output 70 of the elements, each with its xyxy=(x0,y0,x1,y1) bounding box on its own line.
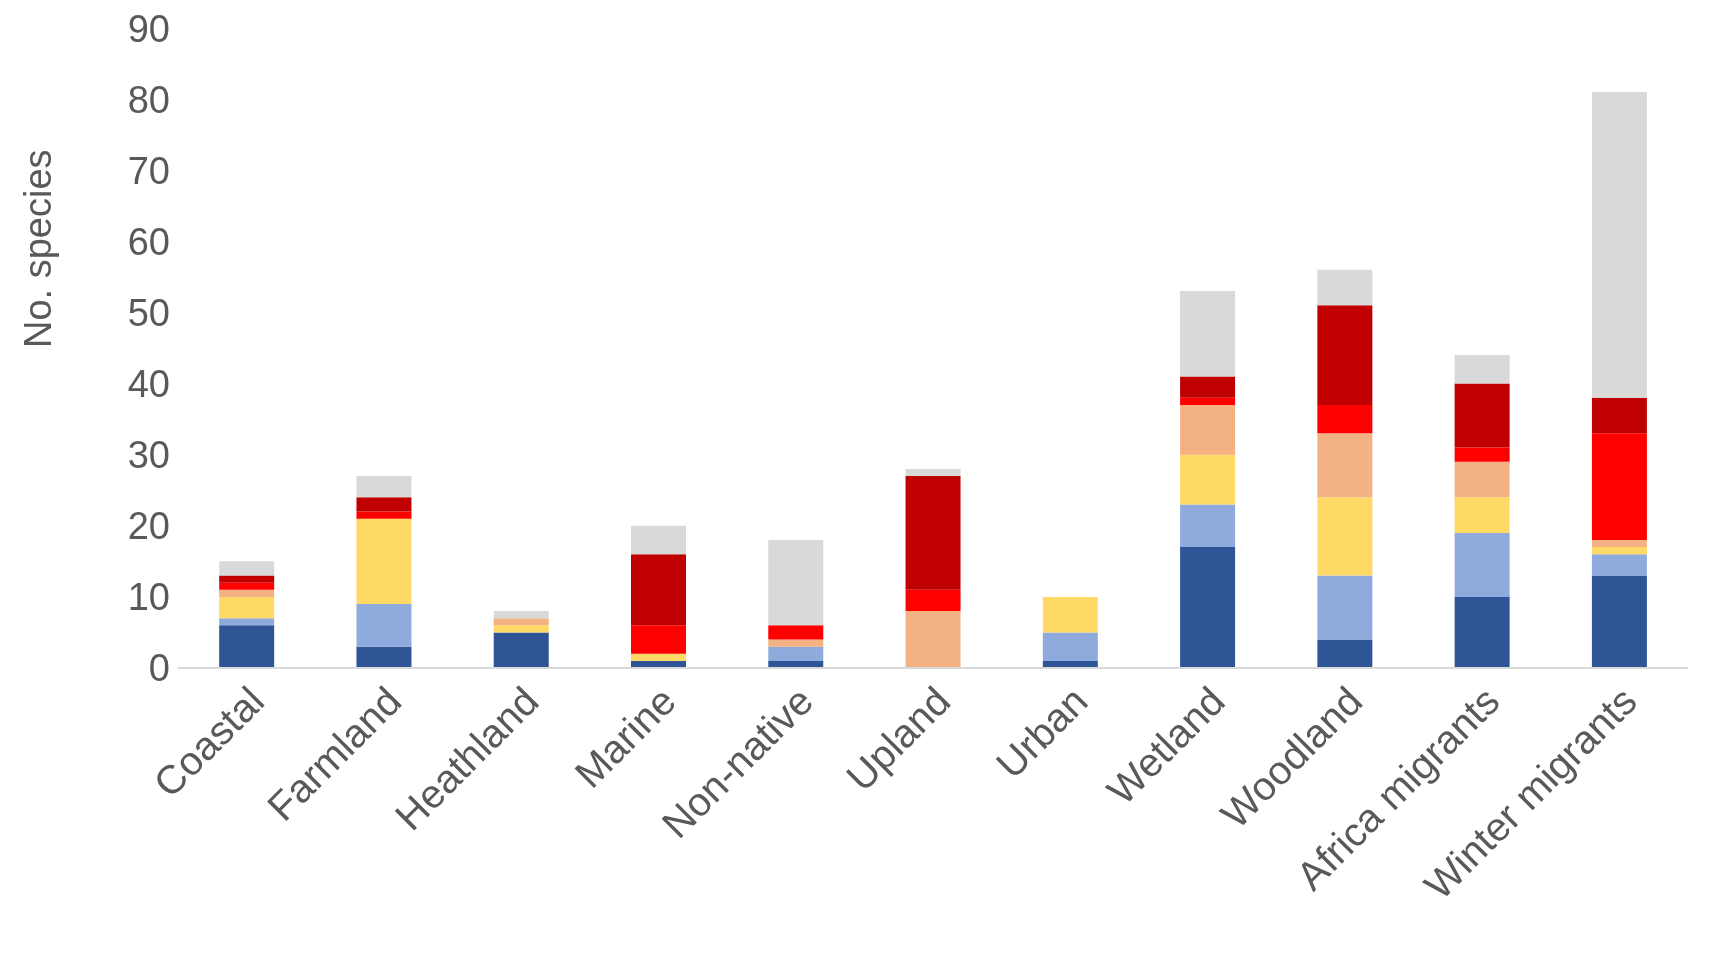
y-axis-title: No. species xyxy=(17,149,60,348)
bar xyxy=(1180,504,1236,548)
y-tick-label: 70 xyxy=(127,149,170,192)
bar xyxy=(219,575,275,583)
bar xyxy=(1454,596,1510,668)
bar xyxy=(905,589,961,612)
bar xyxy=(1591,92,1647,398)
bar xyxy=(219,582,275,590)
bar xyxy=(1591,547,1647,555)
y-tick-label: 10 xyxy=(127,576,170,619)
y-tick-label: 60 xyxy=(127,220,170,263)
bar xyxy=(356,476,412,498)
bar xyxy=(493,618,549,626)
bar xyxy=(1180,454,1236,505)
bar xyxy=(493,611,549,619)
y-tick-label: 20 xyxy=(127,505,170,548)
bar xyxy=(768,625,824,640)
y-tick-label: 30 xyxy=(127,434,170,477)
bar xyxy=(1180,547,1236,668)
bar xyxy=(905,476,961,590)
bar xyxy=(1180,291,1236,377)
bar xyxy=(1180,376,1236,398)
bar xyxy=(631,625,686,654)
bar xyxy=(905,611,961,668)
bar xyxy=(1591,540,1647,548)
y-tick-label: 80 xyxy=(127,78,170,121)
bar xyxy=(631,525,686,555)
bar xyxy=(493,625,549,633)
bar xyxy=(1180,404,1236,455)
bar xyxy=(1454,461,1510,498)
bar xyxy=(356,497,412,512)
y-tick-label: 50 xyxy=(127,291,170,334)
bar xyxy=(356,646,412,668)
bar xyxy=(1317,433,1373,498)
bar xyxy=(1317,269,1373,306)
bar xyxy=(1317,404,1373,434)
bar xyxy=(905,468,961,476)
bar xyxy=(1454,532,1510,597)
bar xyxy=(219,618,275,626)
bar xyxy=(631,554,686,626)
bar xyxy=(1591,397,1647,434)
bar xyxy=(768,646,824,661)
bar xyxy=(1317,639,1373,668)
y-tick-label: 90 xyxy=(127,7,170,50)
bar xyxy=(219,596,275,619)
bar xyxy=(1591,554,1647,576)
bar xyxy=(219,561,275,576)
bar xyxy=(356,604,412,647)
bar xyxy=(493,632,549,668)
bar xyxy=(1180,397,1236,405)
bar xyxy=(1591,575,1647,668)
bar xyxy=(356,518,412,604)
bar xyxy=(1591,433,1647,540)
bar xyxy=(768,639,824,647)
bar xyxy=(1317,305,1373,405)
bar xyxy=(1042,632,1098,661)
bar xyxy=(1317,497,1373,576)
bar xyxy=(356,511,412,519)
bar xyxy=(1454,383,1510,448)
bar xyxy=(1454,497,1510,533)
bar xyxy=(768,540,824,626)
bar xyxy=(1454,355,1510,384)
bar xyxy=(1454,447,1510,462)
bar xyxy=(1042,596,1098,633)
bar xyxy=(219,625,275,668)
y-tick-label: 40 xyxy=(127,363,170,406)
bar xyxy=(631,653,686,661)
bar xyxy=(1317,575,1373,640)
y-tick-label: 0 xyxy=(148,647,170,690)
bar xyxy=(219,589,275,597)
